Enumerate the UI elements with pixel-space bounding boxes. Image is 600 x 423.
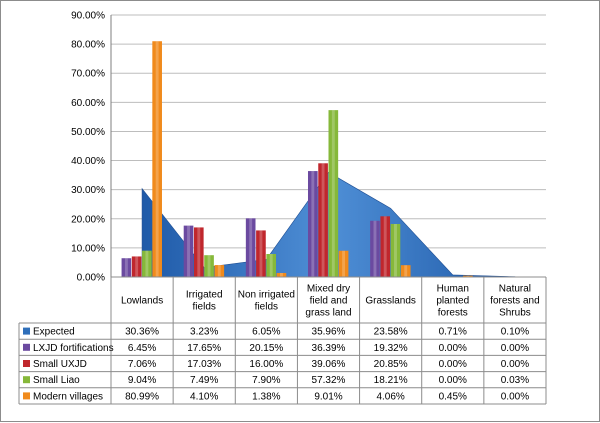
table-cell-value: 7.06% [128,359,156,370]
legend-label-modern-villages: Modern villages [33,391,103,402]
bar-small-liao [142,251,152,277]
table-cell-value: 0.71% [439,327,467,338]
table-cell-value: 0.00% [501,391,529,402]
bar-modern-villages [214,265,224,277]
table-cell-value: 7.49% [190,375,218,386]
category-label: Grasslands [365,296,416,307]
bar-lxjd-fortifications [122,258,132,277]
bar-small-liao [329,110,339,277]
table-cell-value: 20.85% [374,359,408,370]
table-cell-value: 16.00% [249,359,283,370]
table-cell-value: 4.06% [376,391,404,402]
table-cell-value: 0.03% [501,375,529,386]
table-cell-value: 19.32% [374,343,408,354]
table-cell-value: 1.38% [252,391,280,402]
table-cell-value: 9.01% [314,391,342,402]
y-tick-label: 20.00% [71,214,105,225]
y-tick-label: 0.00% [77,273,105,284]
bar-small-liao [204,255,214,277]
bar-lxjd-fortifications [246,218,256,277]
bar-modern-villages [401,265,411,277]
legend-key-modern-villages [23,392,30,399]
y-tick-label: 60.00% [71,98,105,109]
bar-lxjd-fortifications [370,221,380,277]
table-cell-value: 6.05% [252,327,280,338]
table-cell-value: 57.32% [312,375,346,386]
table-cell-value: 23.58% [374,327,408,338]
table-cell-value: 80.99% [125,391,159,402]
bar-lxjd-fortifications [184,226,194,277]
table-cell-value: 7.90% [252,375,280,386]
y-tick-label: 40.00% [71,156,105,167]
table-cell-value: 0.10% [501,327,529,338]
bar-modern-villages [277,273,287,277]
legend-key-expected [23,328,30,335]
table-cell-value: 3.23% [190,327,218,338]
legend-key-lxjd-fortifications [23,344,30,351]
legend-key-small-liao [23,376,30,383]
table-cell-value: 20.15% [249,343,283,354]
legend-label-small-uxjd: Small UXJD [33,359,87,370]
legend-key-small-uxjd [23,360,30,367]
y-tick-label: 70.00% [71,69,105,80]
y-tick-label: 30.00% [71,185,105,196]
bar-small-uxjd [132,256,142,277]
bar-lxjd-fortifications [308,171,318,277]
legend-label-lxjd-fortifications: LXJD fortifications [33,343,114,354]
table-cell-value: 6.45% [128,343,156,354]
table-cell-value: 0.45% [439,391,467,402]
y-tick-label: 90.00% [71,11,105,22]
legend-label-small-liao: Small Liao [33,375,80,386]
table-cell-value: 17.03% [187,359,221,370]
table-cell-value: 30.36% [125,327,159,338]
table-cell-value: 36.39% [312,343,346,354]
table-cell-value: 0.00% [439,375,467,386]
bar-small-uxjd [194,227,204,277]
y-tick-label: 10.00% [71,243,105,254]
table-cell-value: 18.21% [374,375,408,386]
table-cell-value: 0.00% [501,359,529,370]
category-label: Lowlands [121,296,163,307]
bar-small-uxjd [380,216,390,277]
y-tick-label: 50.00% [71,127,105,138]
bar-small-uxjd [318,163,328,277]
bar-modern-villages [339,251,349,277]
table-cell-value: 0.00% [501,343,529,354]
table-cell-value: 0.00% [439,343,467,354]
table-cell-value: 35.96% [312,327,346,338]
table-cell-value: 4.10% [190,391,218,402]
table-cell-value: 17.65% [187,343,221,354]
legend-label-expected: Expected [33,327,75,338]
bar-small-uxjd [256,230,266,277]
bar-small-liao [266,254,276,277]
table-cell-value: 39.06% [312,359,346,370]
table-cell-value: 9.04% [128,375,156,386]
bar-modern-villages [152,41,162,277]
y-tick-label: 80.00% [71,40,105,51]
table-cell-value: 0.00% [439,359,467,370]
bar-small-liao [391,224,401,277]
